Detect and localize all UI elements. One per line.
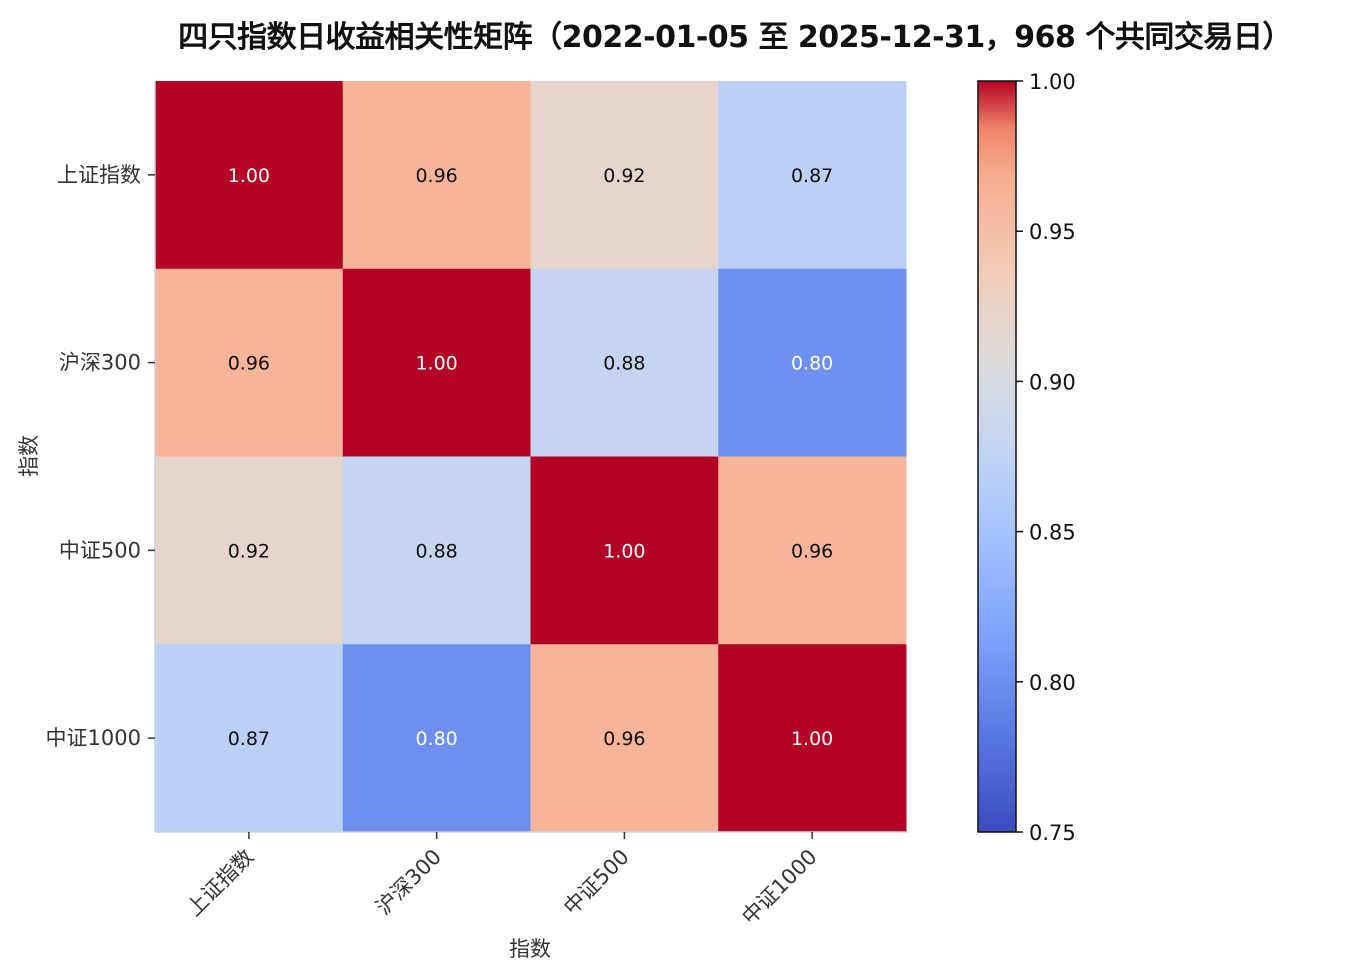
heatmap-cell [530,644,719,833]
x-tick-label: 沪深300 [371,845,446,920]
y-tick-label: 中证500 [59,538,141,562]
colorbar-tick-label: 0.85 [1029,521,1076,545]
heatmap-cell [530,268,719,457]
heatmap-cell [718,268,907,457]
heatmap-cell [155,81,344,270]
chart-title: 四只指数日收益相关性矩阵（2022-01-05 至 2025-12-31，968… [178,20,1292,55]
heatmap-cell-value: 0.80 [791,353,833,375]
colorbar-tick-label: 0.75 [1029,821,1076,845]
heatmap-cell-value: 0.96 [228,353,270,375]
x-tick-label: 中证1000 [737,845,821,929]
heatmap-cell-value: 1.00 [228,165,270,187]
colorbar-ticks: 0.75 0.80 0.85 0.90 0.95 1.00 [1016,70,1076,845]
heatmap-cell [342,81,531,270]
x-tick-label: 上证指数 [182,845,258,921]
x-axis: 上证指数 沪深300 中证500 中证1000 [182,832,822,929]
heatmap-cell-value: 0.96 [603,728,645,750]
heatmap-cell-value: 0.96 [415,165,457,187]
heatmap-cell [155,456,344,645]
colorbar-gradient [977,80,1017,833]
heatmap-cell [718,81,907,270]
heatmap-cell-value: 0.96 [791,540,833,562]
y-tick-label: 沪深300 [59,351,141,375]
heatmap-cell-value: 0.87 [791,165,833,187]
heatmap-cell-value: 0.80 [415,728,457,750]
heatmap-cell-value: 1.00 [603,540,645,562]
x-axis-label: 指数 [509,937,551,961]
heatmap-cell-value: 1.00 [791,728,833,750]
colorbar-tick-label: 0.95 [1029,220,1076,244]
heatmap-cell [155,268,344,457]
heatmap-cell-value: 1.00 [415,353,457,375]
heatmap-cell-value: 0.92 [603,165,645,187]
heatmap-cell [718,644,907,833]
heatmap-cell [342,644,531,833]
heatmap-cell-value: 0.87 [228,728,270,750]
heatmap-cell-labels: 1.00 0.96 0.92 0.87 0.96 1.00 0.88 0.80 0.92 0.88… [228,165,834,750]
colorbar: 0.75 0.80 0.85 0.90 0.95 1.00 [977,70,1076,845]
heatmap-cell [342,268,531,457]
heatmap-cells [154,81,907,833]
y-tick-label: 上证指数 [57,163,141,187]
x-tick-label: 中证500 [559,845,634,920]
heatmap-cell-value: 0.92 [228,540,270,562]
heatmap-cell [530,81,719,270]
colorbar-tick-label: 0.80 [1029,671,1076,695]
heatmap-cell [342,456,531,645]
y-tick-label: 中证1000 [46,726,141,750]
heatmap-cell-value: 0.88 [603,353,645,375]
heatmap-cell [530,456,719,645]
heatmap-cell [155,644,344,833]
colorbar-tick-label: 0.90 [1029,370,1076,394]
heatmap-cell [718,456,907,645]
colorbar-tick-label: 1.00 [1029,70,1076,94]
heatmap-cell-value: 0.88 [415,540,457,562]
y-axis-label: 指数 [17,435,41,477]
